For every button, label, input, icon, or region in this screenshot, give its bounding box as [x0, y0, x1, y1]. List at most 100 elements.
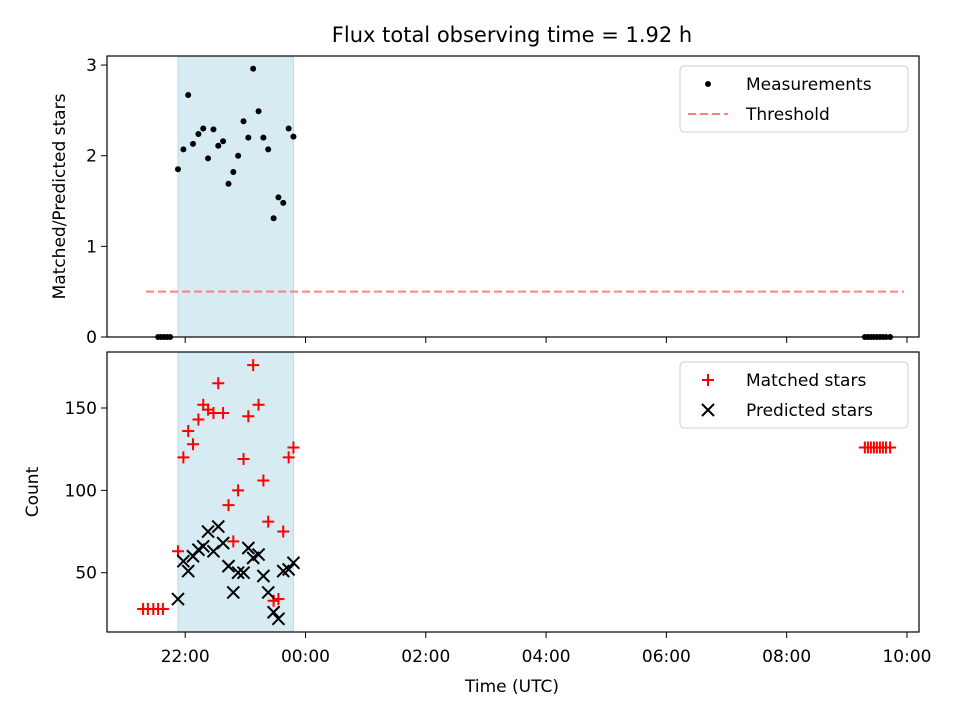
matched-star-point [187, 438, 200, 451]
y-axis-label: Count [23, 466, 43, 517]
legend-matched-swatch [702, 374, 714, 386]
matched-star-point [282, 451, 295, 464]
matched-star-point [884, 441, 897, 454]
measurement-point [190, 140, 197, 147]
measurement-point [260, 134, 267, 141]
matched-star-point [272, 593, 285, 606]
y-tick-label: 2 [86, 147, 97, 167]
matched-star-point [277, 525, 290, 538]
predicted-star-point [256, 569, 271, 583]
y-tick-label: 3 [86, 56, 97, 76]
matched-star-point [242, 410, 255, 423]
predicted-star-point [211, 519, 225, 534]
matched-star-point [237, 453, 250, 466]
y-tick-label: 0 [86, 328, 97, 348]
measurement-point [210, 126, 217, 133]
observing-interval-shade [177, 55, 294, 338]
y-tick-label: 100 [65, 481, 97, 501]
measurement-point [290, 133, 297, 140]
plot-frame [106, 351, 920, 633]
predicted-star-point [171, 592, 185, 606]
predicted-star-point [196, 539, 210, 554]
predicted-star-point [271, 612, 286, 626]
legend-box [679, 65, 909, 133]
matched-star-point [177, 451, 190, 464]
measurement-point [250, 65, 257, 72]
matched-star-point [192, 413, 205, 426]
predicted-star-point [226, 585, 241, 600]
x-tick-label: 08:00 [762, 647, 811, 667]
matched-star-point [287, 441, 300, 454]
predicted-star-point [261, 585, 275, 600]
matched-star-point [262, 515, 275, 528]
matched-star-point [247, 359, 260, 372]
matched-star-point [217, 406, 230, 419]
legend-predicted-swatch [701, 403, 715, 417]
plot-frame [106, 55, 920, 338]
observing-interval-shade [177, 351, 294, 633]
legend-box [679, 361, 909, 429]
legend-label: Predicted stars [746, 401, 873, 421]
measurement-point [230, 169, 237, 176]
x-tick-label: 00:00 [281, 647, 330, 667]
measurement-point [275, 194, 282, 201]
measurement-point [180, 146, 187, 153]
x-tick-label: 10:00 [882, 647, 931, 667]
panel-1: 0 1 2 3 Matched/Predicted stars Measurements T… [50, 55, 920, 348]
measurement-point [265, 146, 272, 153]
matched-star-point [156, 602, 169, 615]
measurement-point [245, 134, 252, 141]
predicted-star-point [281, 562, 296, 577]
matched-star-point [222, 499, 235, 512]
measurement-point [215, 142, 222, 149]
predicted-star-point [266, 605, 281, 619]
figure-title: Flux total observing time = 1.92 h [332, 23, 692, 47]
predicted-star-point [251, 547, 266, 562]
x-tick-label: 04:00 [522, 647, 571, 667]
x-tick-label: 22:00 [161, 647, 210, 667]
predicted-star-point [241, 541, 256, 555]
legend-label: Threshold [745, 105, 830, 125]
measurement-point [255, 108, 262, 115]
matched-star-point [257, 474, 270, 487]
panels: 0 1 2 3 Matched/Predicted stars Measurements T… [23, 55, 931, 667]
predicted-star-point [176, 554, 191, 568]
measurement-point [205, 155, 212, 162]
x-axis-label: Time (UTC) [464, 677, 559, 697]
measurement-point [200, 125, 207, 132]
legend: Measurements Threshold [679, 65, 909, 133]
legend-label: Measurements [746, 75, 872, 95]
legend-measurement-swatch [705, 81, 711, 87]
matched-star-point [212, 377, 225, 390]
predicted-star-point [221, 559, 236, 573]
measurement-point [174, 166, 181, 173]
measurement-point [280, 199, 287, 206]
measurement-point [235, 152, 242, 159]
legend: Matched stars Predicted stars [679, 361, 909, 429]
matched-star-point [232, 484, 245, 497]
y-tick-label: 50 [75, 564, 97, 584]
measurement-point [195, 130, 202, 137]
predicted-star-point [231, 565, 245, 580]
measurement-point [240, 118, 247, 125]
x-tick-label: 02:00 [401, 647, 450, 667]
measurement-point [285, 125, 292, 132]
measurement-point [225, 180, 232, 187]
y-tick-label: 150 [65, 399, 97, 419]
measurement-point [185, 91, 192, 98]
matched-star-point [252, 398, 265, 411]
matched-star-point [227, 535, 240, 548]
predicted-star-point [286, 556, 301, 570]
measurement-point [220, 138, 227, 145]
measurement-point [270, 215, 277, 222]
y-tick-label: 1 [86, 237, 97, 257]
predicted-star-point [236, 565, 251, 580]
predicted-star-point [201, 524, 215, 539]
predicted-star-point [216, 536, 230, 550]
matched-star-point [182, 425, 195, 438]
y-axis-label: Matched/Predicted stars [50, 93, 70, 299]
predicted-star-point [181, 564, 195, 578]
legend-label: Matched stars [746, 371, 866, 391]
x-tick-label: 06:00 [642, 647, 691, 667]
